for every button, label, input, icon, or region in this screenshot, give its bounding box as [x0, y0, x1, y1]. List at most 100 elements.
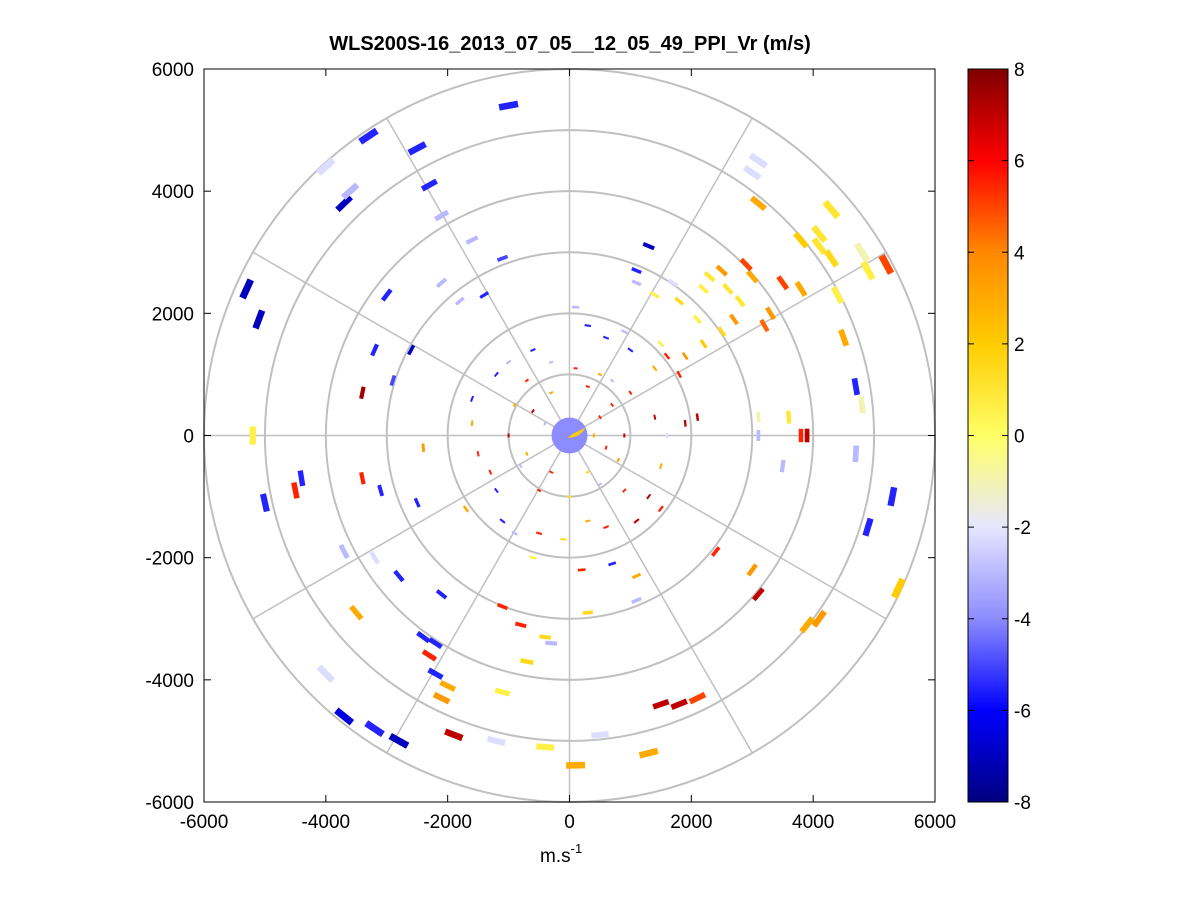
velocity-point — [560, 538, 567, 541]
velocity-point — [369, 550, 380, 565]
velocity-point — [512, 402, 517, 408]
velocity-point — [297, 470, 306, 487]
velocity-point — [734, 294, 746, 308]
velocity-point — [416, 630, 431, 644]
velocity-point — [259, 493, 270, 513]
velocity-point — [786, 410, 792, 424]
velocity-point — [699, 339, 708, 349]
velocity-point — [646, 493, 652, 500]
y-axis-ticks: -6000 -4000 -2000 0 2000 4000 6000 — [145, 60, 935, 814]
velocity-point — [584, 323, 592, 328]
velocity-point — [891, 577, 906, 599]
velocity-point — [597, 482, 603, 487]
y-tick-label: -6000 — [145, 793, 194, 814]
azimuth-spoke-210 — [252, 434, 570, 620]
velocity-point — [759, 318, 770, 333]
velocity-point — [739, 257, 753, 272]
velocity-point — [505, 359, 512, 365]
velocity-point — [860, 260, 876, 281]
velocity-point — [499, 518, 506, 524]
velocity-point — [722, 282, 734, 295]
azimuth-spoke-60 — [568, 117, 753, 436]
velocity-point — [602, 335, 610, 340]
velocity-point — [585, 384, 590, 389]
velocity-point — [631, 596, 642, 604]
velocity-point — [748, 152, 769, 169]
velocity-point — [631, 572, 642, 580]
velocity-point — [878, 254, 895, 275]
velocity-point — [548, 470, 554, 474]
velocity-point — [858, 396, 866, 414]
velocity-point — [798, 428, 804, 443]
velocity-point — [628, 390, 633, 396]
velocity-point — [742, 165, 762, 181]
velocity-point — [592, 433, 595, 438]
velocity-point — [591, 730, 609, 739]
velocity-point — [435, 277, 448, 288]
colorbar-tick-label: 2 — [1014, 335, 1025, 356]
y-tick-label: -4000 — [145, 671, 194, 692]
velocity-point — [335, 194, 353, 213]
colorbar-ticks: -8 -6 -4 -2 0 2 4 6 8 — [968, 60, 1031, 814]
velocity-point — [638, 747, 659, 759]
y-tick-label: 4000 — [152, 182, 194, 203]
velocity-point — [543, 421, 547, 426]
velocity-point — [567, 495, 572, 498]
velocity-point — [852, 445, 860, 463]
velocity-point — [529, 555, 537, 560]
velocity-point — [413, 497, 421, 508]
velocity-point — [631, 267, 642, 275]
velocity-point — [610, 402, 615, 408]
velocity-point — [776, 275, 790, 291]
velocity-point — [470, 395, 475, 403]
velocity-point — [252, 309, 266, 330]
velocity-point — [358, 127, 379, 145]
velocity-point — [316, 157, 336, 177]
velocity-point — [652, 365, 658, 372]
velocity-point — [525, 451, 529, 457]
velocity-point — [862, 517, 874, 537]
velocity-point — [428, 637, 443, 650]
velocity-point — [582, 610, 594, 615]
azimuth-spoke-330 — [569, 434, 887, 620]
velocity-point — [633, 518, 640, 524]
azimuth-spoke-30 — [569, 251, 887, 437]
velocity-point — [799, 616, 815, 634]
chart-title: WLS200S-16_2013_07_05__12_05_49_PPI_Vr (… — [329, 33, 810, 55]
velocity-point — [338, 543, 350, 560]
azimuth-spoke-240 — [386, 435, 571, 754]
velocity-point — [622, 488, 627, 493]
velocity-point — [493, 371, 499, 378]
azimuth-spoke-150 — [252, 251, 570, 437]
colorbar-tick-label: 6 — [1014, 152, 1025, 173]
velocity-point — [577, 568, 586, 572]
velocity-point — [653, 414, 657, 420]
colorbar-tick-label: -8 — [1014, 793, 1031, 814]
velocity-point — [465, 235, 479, 245]
colorbar-tick-label: 0 — [1014, 427, 1025, 448]
velocity-point — [838, 328, 850, 347]
velocity-point — [548, 360, 554, 364]
velocity-point — [539, 634, 552, 640]
velocity-point — [697, 283, 710, 295]
velocity-point — [598, 414, 602, 420]
velocity-point — [444, 728, 464, 742]
velocity-point — [496, 602, 509, 611]
x-tick-label: -6000 — [180, 812, 229, 833]
velocity-point — [811, 609, 827, 628]
velocity-point — [665, 432, 668, 439]
velocity-point — [427, 667, 444, 680]
velocity-point — [519, 658, 534, 665]
velocity-point — [377, 484, 385, 497]
velocity-point — [249, 426, 256, 445]
velocity-point — [667, 278, 679, 288]
velocity-point — [407, 344, 416, 356]
azimuth-spoke-120 — [386, 117, 571, 436]
velocity-point — [853, 242, 871, 263]
velocity-point — [370, 343, 379, 357]
velocity-point — [535, 531, 543, 536]
x-axis-label: m.s-1 — [540, 841, 582, 867]
velocity-point — [627, 347, 634, 353]
velocity-point — [420, 178, 438, 192]
